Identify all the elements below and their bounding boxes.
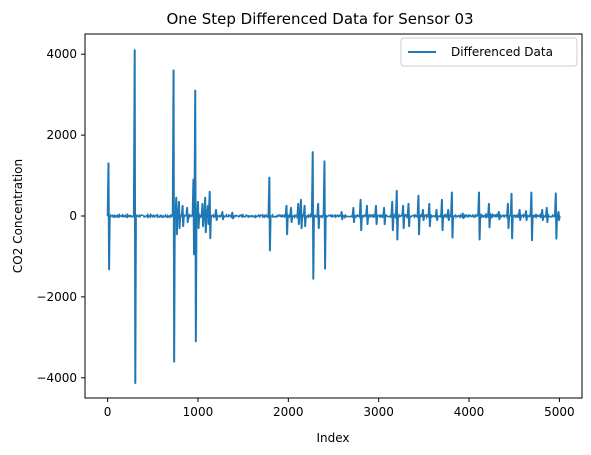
x-tick-label: 2000 bbox=[273, 405, 304, 419]
series-spike bbox=[284, 204, 289, 236]
legend-label: Differenced Data bbox=[451, 45, 553, 59]
series-spike bbox=[524, 210, 529, 222]
series-spike bbox=[230, 211, 235, 220]
x-tick-label: 3000 bbox=[363, 405, 394, 419]
series-spike bbox=[214, 208, 219, 222]
series-spike bbox=[406, 202, 411, 228]
x-axis: 0 1000 2000 3000 4000 5000 bbox=[104, 398, 575, 419]
series-spike bbox=[302, 204, 307, 228]
series-spike bbox=[487, 202, 492, 229]
plot-area bbox=[106, 49, 561, 385]
series-spike bbox=[289, 206, 294, 224]
series-spike bbox=[296, 202, 301, 226]
series-spike bbox=[421, 208, 426, 222]
series-spike bbox=[351, 206, 356, 224]
x-tick-label: 4000 bbox=[454, 405, 485, 419]
series-spike bbox=[203, 196, 208, 234]
series-spike bbox=[394, 189, 399, 241]
series-spike bbox=[220, 210, 225, 221]
series-spike bbox=[185, 206, 190, 224]
series-spike bbox=[446, 208, 451, 222]
y-tick-label: −2000 bbox=[36, 290, 77, 304]
series-spike bbox=[553, 192, 558, 240]
series-spike bbox=[365, 204, 370, 226]
x-tick-label: 5000 bbox=[544, 405, 575, 419]
series-spike bbox=[171, 69, 176, 363]
series-spike bbox=[382, 206, 387, 226]
series-spike bbox=[416, 194, 421, 236]
chart-title: One Step Differenced Data for Sensor 03 bbox=[166, 10, 473, 28]
series-spike bbox=[358, 198, 363, 232]
y-axis-label: CO2 Concentration bbox=[11, 159, 25, 273]
series-spike bbox=[180, 204, 185, 228]
series-spike bbox=[200, 202, 205, 228]
series-spike bbox=[191, 178, 196, 256]
series-spike bbox=[193, 89, 198, 343]
series-spike bbox=[299, 198, 304, 230]
series-spike bbox=[339, 210, 344, 221]
legend: Differenced Data bbox=[400, 37, 578, 67]
series-spike bbox=[106, 162, 111, 271]
series-spike bbox=[177, 200, 182, 230]
series-spike bbox=[390, 200, 395, 232]
y-tick-label: −4000 bbox=[36, 371, 77, 385]
series-spike bbox=[544, 206, 549, 224]
series-spike bbox=[427, 202, 432, 228]
series-spike bbox=[540, 208, 545, 222]
series-spike bbox=[316, 202, 321, 230]
series-spike bbox=[401, 204, 406, 230]
series-spike bbox=[310, 151, 315, 280]
series-spike bbox=[374, 204, 379, 226]
x-tick-label: 0 bbox=[104, 405, 112, 419]
series-spike bbox=[506, 202, 511, 230]
series-spike bbox=[267, 176, 272, 252]
series-spike bbox=[440, 198, 445, 232]
series-spike bbox=[450, 191, 455, 239]
x-axis-label: Index bbox=[316, 431, 349, 445]
series-spike bbox=[174, 196, 179, 236]
series-spike bbox=[509, 192, 514, 240]
series-spike bbox=[556, 210, 561, 222]
series-spike bbox=[322, 160, 327, 270]
y-tick-label: 4000 bbox=[46, 47, 77, 61]
series-spike bbox=[497, 210, 502, 221]
series-spike bbox=[517, 208, 522, 222]
x-tick-label: 1000 bbox=[183, 405, 214, 419]
legend-box bbox=[400, 37, 578, 67]
series-spike bbox=[529, 191, 534, 242]
y-tick-label: 0 bbox=[69, 209, 77, 223]
series-spike bbox=[196, 200, 201, 230]
series-spike bbox=[434, 208, 439, 222]
y-tick-label: 2000 bbox=[46, 128, 77, 142]
series-spike bbox=[477, 191, 482, 241]
series-spike bbox=[460, 212, 465, 220]
series-spike bbox=[207, 190, 212, 240]
series-spike bbox=[132, 49, 137, 385]
y-axis: −4000 −2000 0 2000 4000 bbox=[36, 47, 85, 385]
